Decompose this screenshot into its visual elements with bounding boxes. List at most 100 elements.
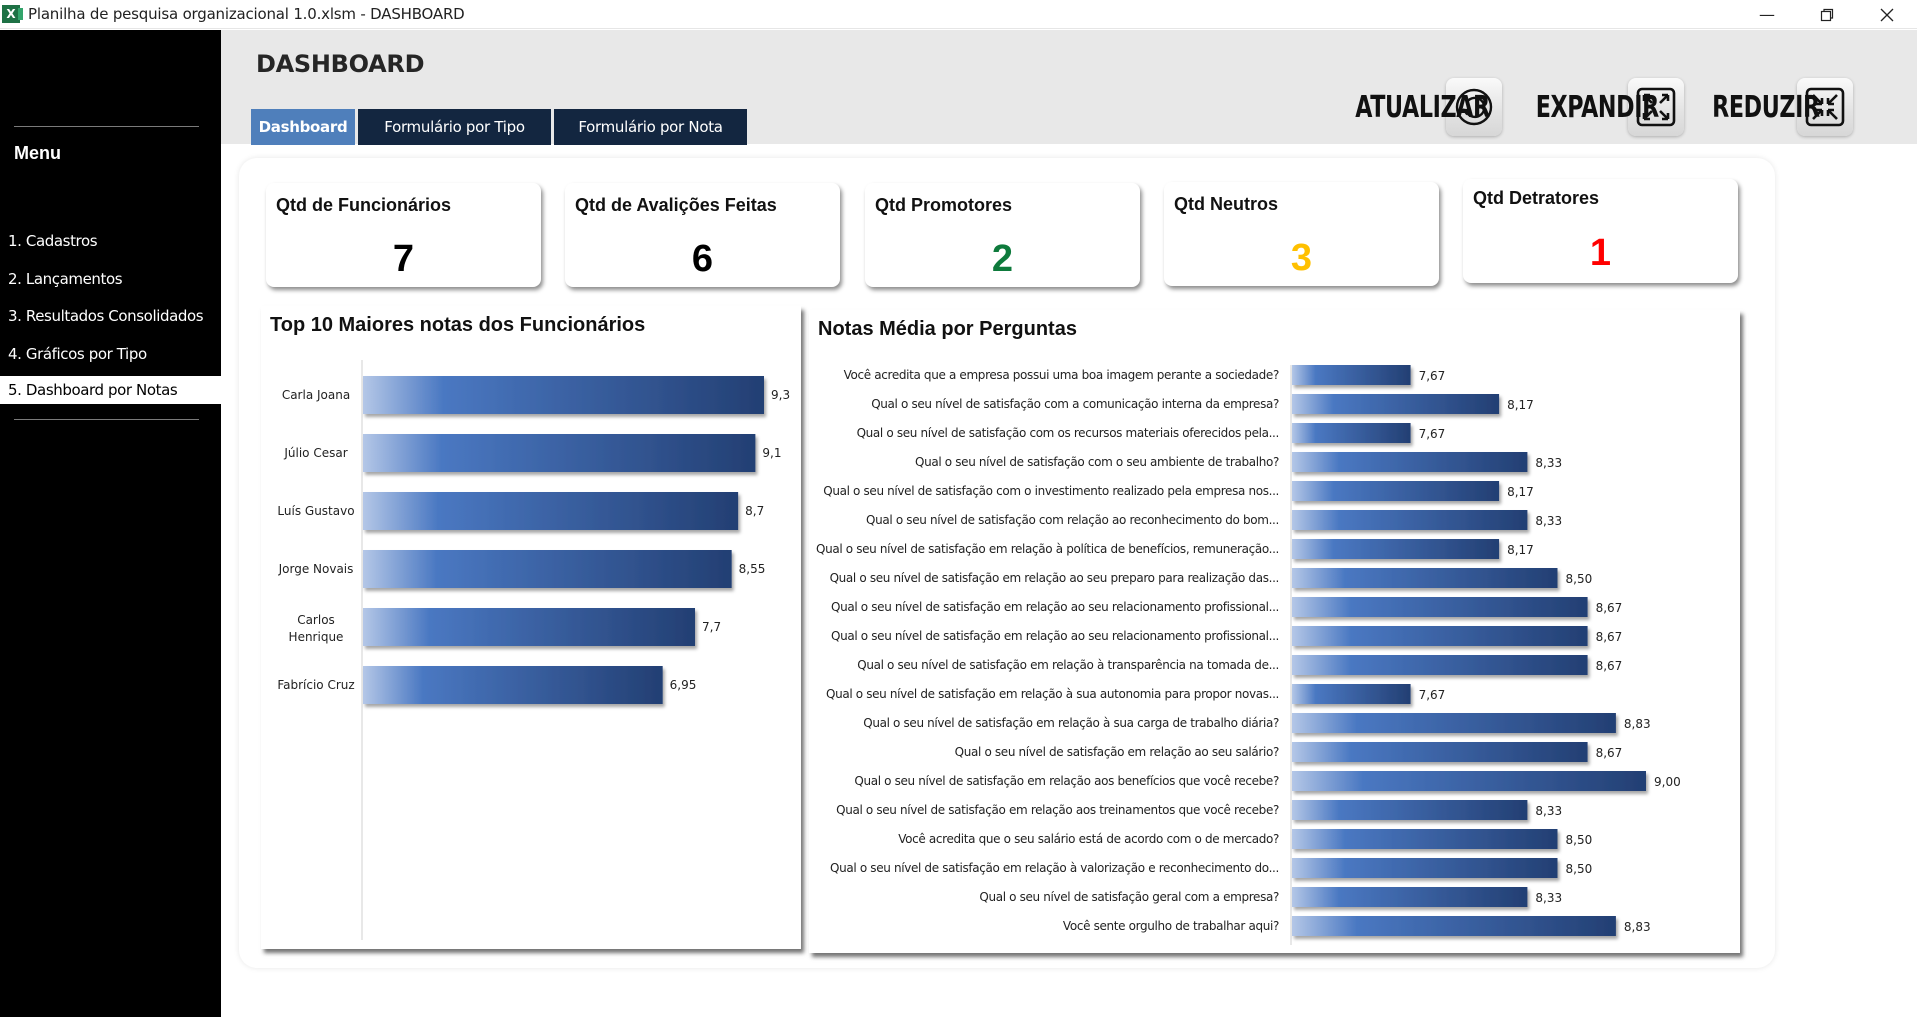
data-label: 8,33 xyxy=(1535,804,1562,818)
chart-title: Top 10 Maiores notas dos Funcionários xyxy=(270,314,646,336)
category-label: Luís Gustavo xyxy=(277,504,354,518)
bar xyxy=(1292,394,1500,414)
bar xyxy=(1292,858,1558,878)
data-label: 7,7 xyxy=(702,620,721,634)
window-title: Planilha de pesquisa organizacional 1.0.… xyxy=(28,5,465,23)
category-label: Qual o seu nível de satisfação com relaç… xyxy=(866,513,1279,527)
sidebar-divider xyxy=(14,419,199,420)
sidebar-item-resultados-consolidados[interactable]: 3. Resultados Consolidados xyxy=(8,307,204,325)
restore-button[interactable] xyxy=(1797,0,1857,29)
data-label: 9,00 xyxy=(1654,775,1681,789)
data-label: 8,67 xyxy=(1596,659,1623,673)
category-label: Qual o seu nível de satisfação em relaçã… xyxy=(816,542,1279,556)
menu-title: Menu xyxy=(14,143,61,163)
bar xyxy=(363,434,756,472)
tab-bar: Dashboard Formulário por Tipo Formulário… xyxy=(251,109,747,145)
category-label: Júlio Cesar xyxy=(283,446,347,460)
kpi-card-neutros: Qtd Neutros 3 xyxy=(1164,182,1439,286)
category-label: Qual o seu nível de satisfação em relaçã… xyxy=(955,745,1279,759)
bar xyxy=(1292,365,1411,385)
bar xyxy=(1292,771,1646,791)
kpi-value: 3 xyxy=(1290,237,1313,279)
tab-dashboard[interactable]: Dashboard xyxy=(251,109,355,145)
sidebar-divider xyxy=(14,126,199,127)
kpi-card-detratores: Qtd Detratores 1 xyxy=(1463,179,1738,283)
restore-icon xyxy=(1820,8,1834,21)
data-label: 8,67 xyxy=(1596,746,1623,760)
kpi-value: 7 xyxy=(392,238,415,280)
minimize-button[interactable]: — xyxy=(1737,0,1797,29)
category-label: Jorge Novais xyxy=(278,562,354,576)
category-label: Qual o seu nível de satisfação em relaçã… xyxy=(831,600,1279,614)
sidebar-item-lancamentos[interactable]: 2. Lançamentos xyxy=(8,270,123,288)
data-label: 8,67 xyxy=(1596,601,1623,615)
category-label: Você sente orgulho de trabalhar aqui? xyxy=(1063,919,1279,933)
bar xyxy=(1292,684,1411,704)
chart-title: Notas Média por Perguntas xyxy=(818,318,1077,340)
kpi-title: Qtd de Avalições Feitas xyxy=(575,195,777,215)
category-label: Qual o seu nível de satisfação em relaçã… xyxy=(863,716,1279,730)
data-label: 6,95 xyxy=(670,678,697,692)
page-title: DASHBOARD xyxy=(256,50,425,78)
sidebar-item-graficos-por-tipo[interactable]: 4. Gráficos por Tipo xyxy=(8,345,147,363)
collapse-action: REDUZIR xyxy=(1683,78,1853,136)
data-label: 8,83 xyxy=(1624,920,1651,934)
expand-button[interactable] xyxy=(1628,78,1684,136)
data-label: 8,7 xyxy=(745,504,764,518)
data-label: 9,3 xyxy=(771,388,790,402)
bar xyxy=(363,376,764,414)
data-label: 8,17 xyxy=(1507,485,1534,499)
window-controls: — xyxy=(1737,0,1917,29)
category-label: Qual o seu nível de satisfação com o seu… xyxy=(915,455,1279,469)
tab-formulario-por-tipo[interactable]: Formulário por Tipo xyxy=(358,109,551,145)
bar xyxy=(363,666,663,704)
kpi-card-avaliacoes: Qtd de Avalições Feitas 6 xyxy=(565,183,840,287)
category-label: Carlos Henrique xyxy=(289,613,344,644)
data-label: 8,50 xyxy=(1566,572,1593,586)
bar xyxy=(1292,713,1616,733)
category-label: Qual o seu nível de satisfação com a com… xyxy=(871,397,1279,411)
bar xyxy=(363,492,739,530)
category-label: Qual o seu nível de satisfação em relaçã… xyxy=(830,571,1279,585)
category-label: Carla Joana xyxy=(282,388,350,402)
category-label: Qual o seu nível de satisfação em relaçã… xyxy=(857,658,1279,672)
kpi-value: 1 xyxy=(1589,232,1612,274)
data-label: 8,55 xyxy=(739,562,766,576)
category-label: Você acredita que o seu salário está de … xyxy=(898,832,1279,846)
kpi-title: Qtd Neutros xyxy=(1174,194,1279,214)
refresh-action: ATUALIZAR xyxy=(1324,78,1502,136)
bar xyxy=(1292,829,1558,849)
kpi-title: Qtd Detratores xyxy=(1473,188,1600,208)
tab-formulario-por-nota[interactable]: Formulário por Nota xyxy=(554,109,747,145)
expand-label: EXPANDIR xyxy=(1535,89,1659,125)
bar xyxy=(1292,597,1588,617)
bar xyxy=(363,550,732,588)
collapse-button[interactable] xyxy=(1797,78,1853,136)
window-title-bar: X Planilha de pesquisa organizacional 1.… xyxy=(0,0,1917,29)
data-label: 8,33 xyxy=(1535,514,1562,528)
sidebar-item-dashboard-por-notas[interactable]: 5. Dashboard por Notas xyxy=(0,376,221,404)
close-button[interactable] xyxy=(1857,0,1917,29)
sidebar-item-cadastros[interactable]: 1. Cadastros xyxy=(8,232,98,250)
kpi-value: 6 xyxy=(691,238,714,280)
collapse-label: REDUZIR xyxy=(1712,89,1820,125)
collapse-icon xyxy=(1805,87,1845,127)
data-label: 7,67 xyxy=(1419,369,1446,383)
category-label: Qual o seu nível de satisfação com os re… xyxy=(857,426,1279,440)
data-label: 8,67 xyxy=(1596,630,1623,644)
bar xyxy=(1292,800,1528,820)
excel-icon: X xyxy=(2,5,23,23)
bar xyxy=(1292,510,1528,530)
category-label: Qual o seu nível de satisfação em relaçã… xyxy=(854,774,1279,788)
category-label: Qual o seu nível de satisfação em relaçã… xyxy=(830,861,1279,875)
kpi-value: 2 xyxy=(991,238,1014,280)
kpi-card-funcionarios: Qtd de Funcionários 7 xyxy=(266,183,541,287)
bar xyxy=(1292,626,1588,646)
refresh-button[interactable] xyxy=(1446,78,1502,136)
category-label: Qual o seu nível de satisfação geral com… xyxy=(979,890,1279,904)
bar xyxy=(1292,423,1411,443)
data-label: 7,67 xyxy=(1419,688,1446,702)
bar xyxy=(1292,481,1500,501)
data-label: 8,33 xyxy=(1535,891,1562,905)
bar xyxy=(1292,916,1616,936)
